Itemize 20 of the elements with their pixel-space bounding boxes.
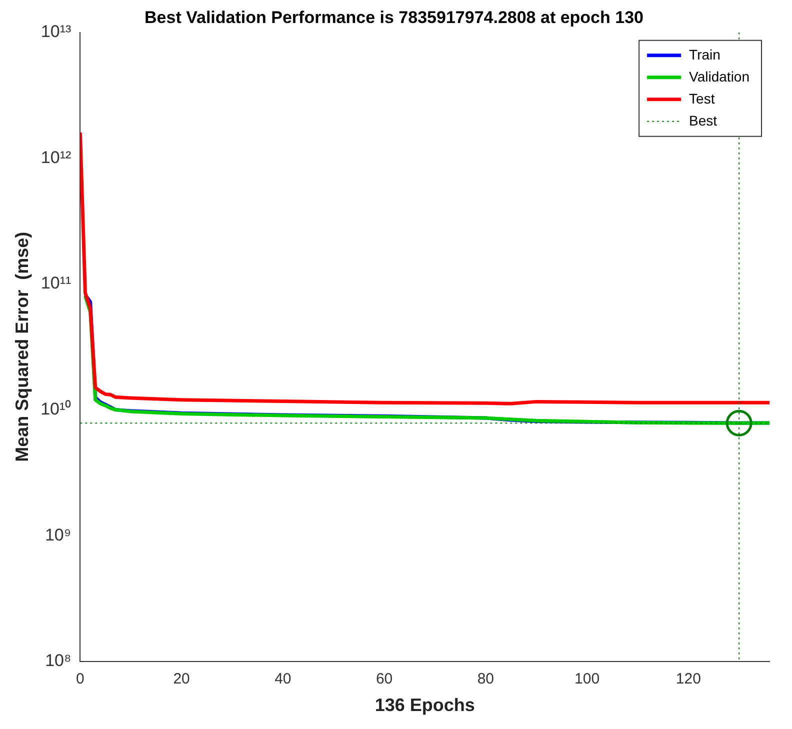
x-tick-label: 80 [477, 670, 494, 688]
y-tick-label: 10⁸ [45, 651, 72, 670]
x-tick-label: 0 [76, 670, 84, 688]
chart-title: Best Validation Performance is 7835917974.2808 at epoch 130 [144, 8, 644, 27]
y-tick-label: 10¹³ [40, 22, 72, 42]
x-tick-label: 60 [376, 670, 393, 688]
x-axis-title: 136 Epochs [374, 695, 475, 716]
legend-label: Validation [689, 68, 750, 84]
x-tick-label: 120 [676, 670, 701, 688]
y-tick-label: 10¹⁰ [40, 399, 72, 418]
y-tick-label: 10¹² [40, 148, 72, 167]
y-tick-label: 10⁹ [44, 525, 72, 544]
legend-label: Best [689, 112, 718, 128]
x-tick-label: 40 [274, 670, 292, 688]
legend-label: Train [689, 46, 720, 62]
y-axis-title: Mean Squared Error (mse) [12, 232, 32, 462]
x-tick-label: 100 [574, 670, 600, 688]
x-tick-label: 20 [173, 670, 190, 688]
y-tick-label: 10¹¹ [40, 274, 72, 293]
legend-label: Test [689, 90, 715, 106]
